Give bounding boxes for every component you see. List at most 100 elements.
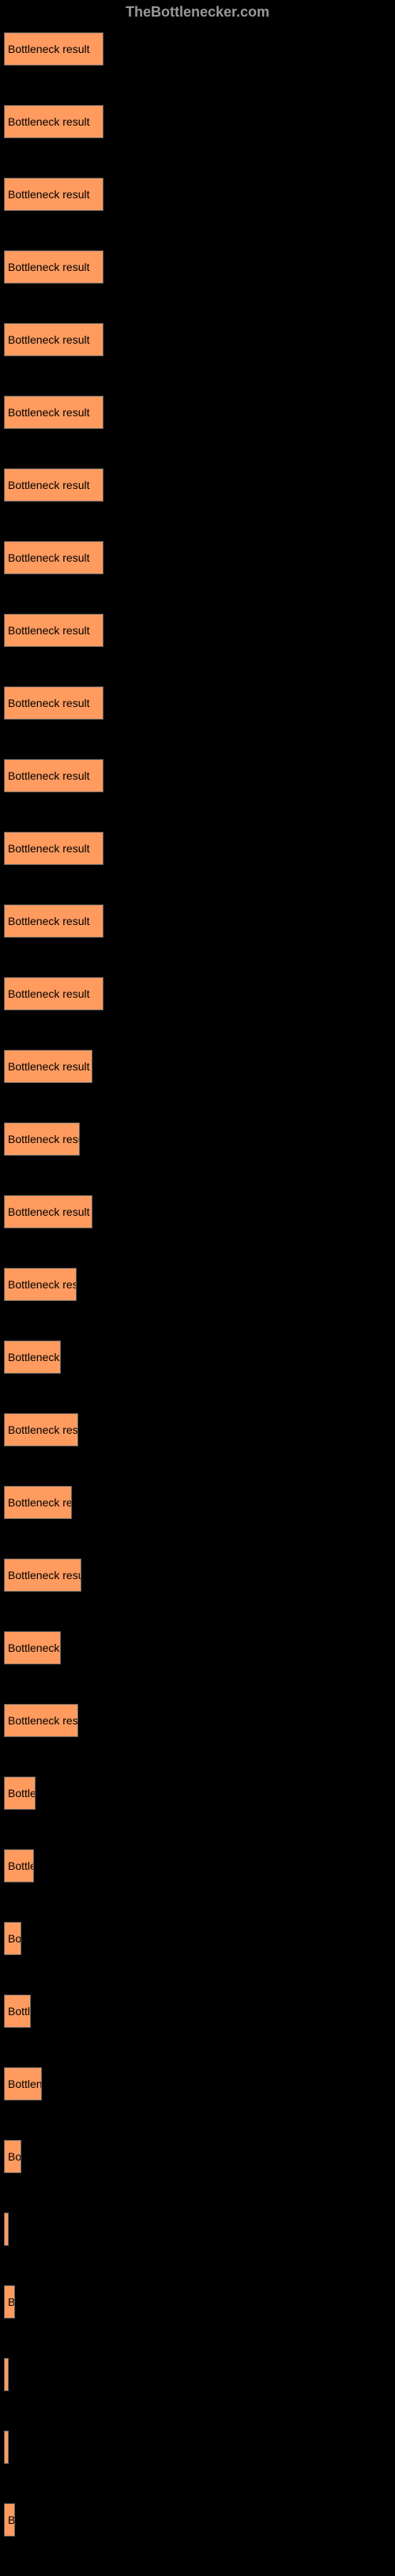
bar-row: Bottleneck result: [4, 1849, 395, 1882]
bar-row: Bottleneck result: [4, 614, 395, 647]
bar-row: Bottleneck result: [4, 178, 395, 211]
bar-label: Bottleneck result: [8, 2078, 42, 2090]
chart-bar: Bottleneck result: [4, 468, 103, 502]
chart-bar: Bottleneck result: [4, 32, 103, 66]
bar-row: Bottleneck result: [4, 832, 395, 865]
bar-label: Bottleneck result: [8, 1714, 78, 1727]
bar-row: Bottleneck result: [4, 1486, 395, 1519]
bar-row: Bottleneck result: [4, 32, 395, 66]
bar-label: Bottleneck result: [8, 1641, 61, 1654]
chart-bar: Bottleneck result: [4, 1050, 92, 1083]
bar-label: Bottleneck result: [8, 261, 90, 273]
bar-label: Bottleneck result: [8, 2441, 9, 2454]
bar-row: Bottleneck result: [4, 2358, 395, 2391]
bar-row: Bottleneck result: [4, 323, 395, 356]
bar-row: Bottleneck result: [4, 1559, 395, 1592]
bar-row: Bottleneck result: [4, 541, 395, 574]
watermark-text: TheBottlenecker.com: [0, 4, 395, 21]
bar-row: Bottleneck result: [4, 1704, 395, 1737]
bar-label: Bottleneck result: [8, 915, 90, 927]
chart-bar: Bottleneck result: [4, 759, 103, 792]
bar-label: Bottleneck result: [8, 1423, 78, 1436]
bar-row: Bottleneck result: [4, 1341, 395, 1374]
bar-label: Bottleneck result: [8, 406, 90, 419]
bar-row: Bottleneck result: [4, 2140, 395, 2173]
bar-row: Bottleneck result: [4, 468, 395, 502]
chart-bar: Bottleneck result: [4, 977, 103, 1010]
bar-label: Bottleneck result: [8, 188, 90, 201]
bar-row: Bottleneck result: [4, 1123, 395, 1156]
bar-row: Bottleneck result: [4, 2431, 395, 2464]
bar-label: Bottleneck result: [8, 333, 90, 346]
bar-row: Bottleneck result: [4, 2285, 395, 2318]
bar-label: Bottleneck result: [8, 1860, 34, 1872]
bar-row: Bottleneck result: [4, 2213, 395, 2246]
chart-bar: Bottleneck result: [4, 1268, 77, 1301]
bar-label: Bottleneck result: [8, 551, 90, 564]
bar-label: Bottleneck result: [8, 479, 90, 491]
chart-bar: Bottleneck result: [4, 832, 103, 865]
bar-label: Bottleneck result: [8, 1205, 90, 1218]
bar-label: Bottleneck result: [8, 43, 90, 55]
chart-bar: Bottleneck result: [4, 2431, 9, 2464]
chart-bar: Bottleneck result: [4, 2285, 15, 2318]
chart-bar: Bottleneck result: [4, 1995, 31, 2028]
bar-label: Bottleneck result: [8, 2296, 15, 2308]
chart-bar: Bottleneck result: [4, 2503, 15, 2537]
bar-row: Bottleneck result: [4, 2067, 395, 2100]
bar-row: Bottleneck result: [4, 1922, 395, 1955]
bar-chart: Bottleneck result Bottleneck result Bottle…: [0, 32, 395, 2537]
bar-row: Bottleneck result: [4, 1413, 395, 1446]
chart-bar: Bottleneck result: [4, 1123, 80, 1156]
chart-bar: Bottleneck result: [4, 1413, 78, 1446]
bar-label: Bottleneck result: [8, 1932, 21, 1945]
bar-label: Bottleneck result: [8, 842, 90, 855]
chart-bar: Bottleneck result: [4, 2213, 9, 2246]
bar-label: Bottleneck result: [8, 987, 90, 1000]
bar-label: Bottleneck result: [8, 697, 90, 709]
bar-row: Bottleneck result: [4, 977, 395, 1010]
chart-bar: Bottleneck result: [4, 904, 103, 938]
chart-bar: Bottleneck result: [4, 1486, 72, 1519]
bar-row: Bottleneck result: [4, 1995, 395, 2028]
chart-bar: Bottleneck result: [4, 1341, 61, 1374]
bar-label: Bottleneck result: [8, 2514, 15, 2526]
bar-label: Bottleneck result: [8, 2005, 31, 2018]
bar-label: Bottleneck result: [8, 1787, 36, 1799]
bar-row: Bottleneck result: [4, 1195, 395, 1228]
bar-row: Bottleneck result: [4, 2503, 395, 2537]
bar-label: Bottleneck result: [8, 1133, 80, 1145]
bar-row: Bottleneck result: [4, 1050, 395, 1083]
chart-bar: Bottleneck result: [4, 2140, 21, 2173]
bar-label: Bottleneck result: [8, 2368, 9, 2381]
bar-label: Bottleneck result: [8, 1569, 81, 1581]
bar-label: Bottleneck result: [8, 1278, 77, 1291]
bar-row: Bottleneck result: [4, 1777, 395, 1810]
bar-label: Bottleneck result: [8, 1496, 72, 1509]
chart-bar: Bottleneck result: [4, 250, 103, 284]
chart-bar: Bottleneck result: [4, 1849, 34, 1882]
bar-label: Bottleneck result: [8, 2150, 21, 2163]
bar-row: Bottleneck result: [4, 105, 395, 138]
chart-bar: Bottleneck result: [4, 2067, 42, 2100]
chart-bar: Bottleneck result: [4, 323, 103, 356]
chart-bar: Bottleneck result: [4, 614, 103, 647]
bar-label: Bottleneck result: [8, 1351, 61, 1363]
chart-bar: Bottleneck result: [4, 105, 103, 138]
chart-bar: Bottleneck result: [4, 1922, 21, 1955]
bar-row: Bottleneck result: [4, 1268, 395, 1301]
bar-row: Bottleneck result: [4, 686, 395, 720]
bar-label: Bottleneck result: [8, 1060, 90, 1073]
bar-row: Bottleneck result: [4, 250, 395, 284]
bar-label: Bottleneck result: [8, 2223, 9, 2236]
chart-bar: Bottleneck result: [4, 2358, 9, 2391]
chart-bar: Bottleneck result: [4, 396, 103, 429]
chart-bar: Bottleneck result: [4, 1631, 61, 1664]
bar-row: Bottleneck result: [4, 759, 395, 792]
bar-row: Bottleneck result: [4, 396, 395, 429]
chart-bar: Bottleneck result: [4, 178, 103, 211]
bar-label: Bottleneck result: [8, 115, 90, 128]
bar-row: Bottleneck result: [4, 1631, 395, 1664]
bar-label: Bottleneck result: [8, 624, 90, 637]
bar-label: Bottleneck result: [8, 769, 90, 782]
